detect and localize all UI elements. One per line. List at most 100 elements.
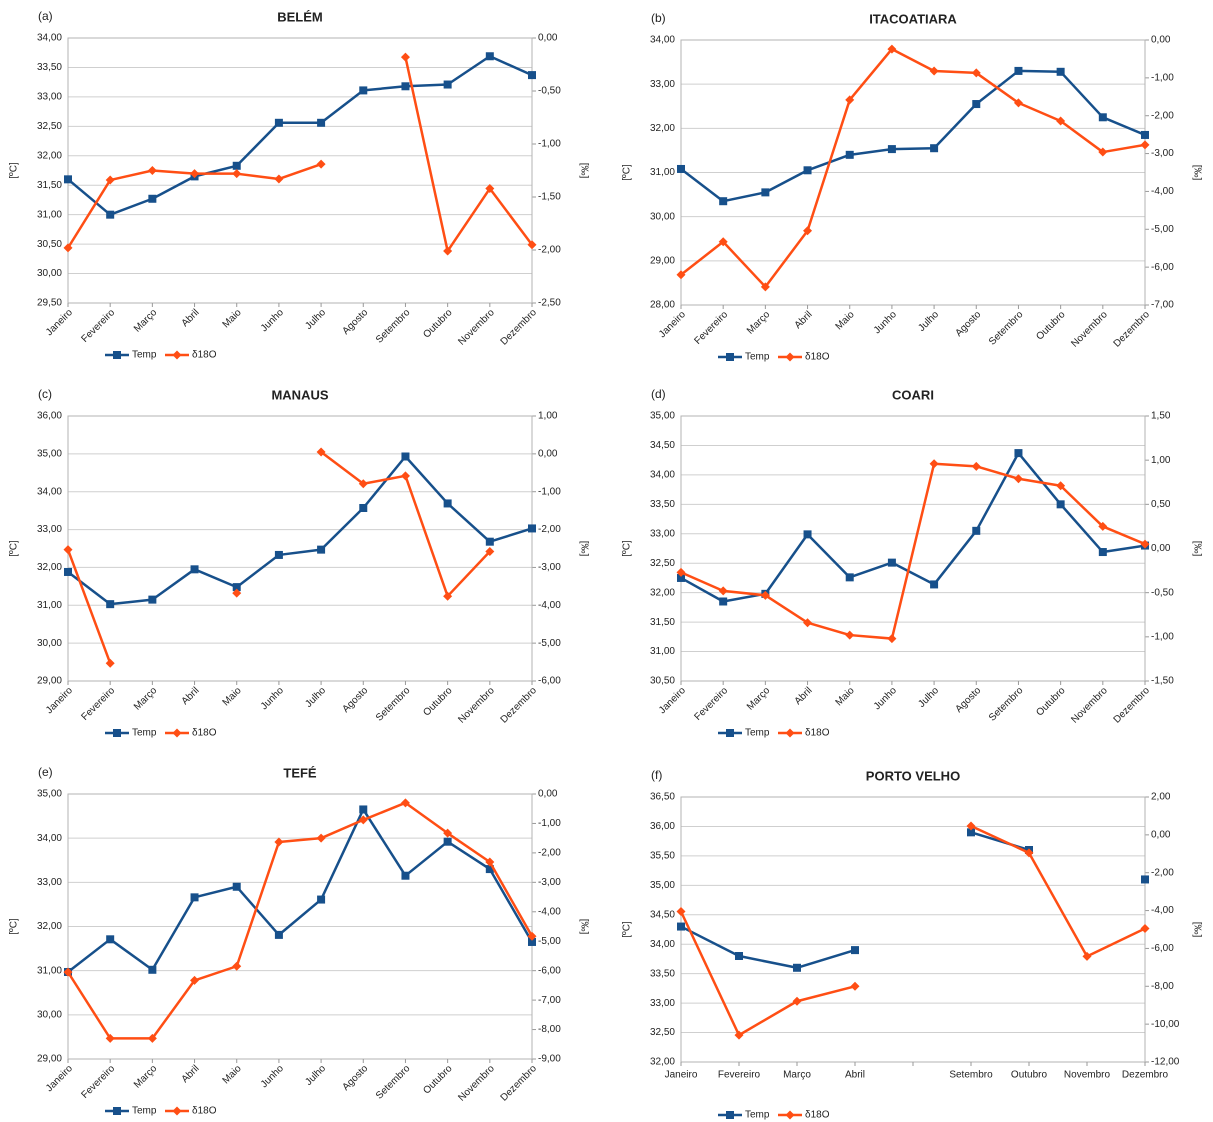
point bbox=[190, 169, 200, 179]
point bbox=[887, 558, 896, 567]
y2-axis-label: [‰] bbox=[1191, 541, 1202, 557]
legend-label: Temp bbox=[132, 728, 157, 739]
point bbox=[443, 591, 453, 601]
chart: 29,00 30,00 31,00 32,00 33,00 34,00 35,00 -9,00… bbox=[9, 765, 590, 1116]
y-tick-label: 33,00 bbox=[650, 528, 675, 539]
x-tick-label: Fevereiro bbox=[693, 685, 731, 723]
y-tick-label: 32,00 bbox=[37, 562, 62, 573]
point bbox=[792, 996, 802, 1006]
x-tick-label: Junho bbox=[259, 1063, 286, 1090]
legend-marker bbox=[726, 353, 734, 361]
point bbox=[972, 526, 981, 535]
x-tick-label: Novembro bbox=[456, 1063, 497, 1104]
y-tick-label: 30,50 bbox=[37, 239, 62, 250]
chart-title: ITACOATIARA bbox=[869, 11, 957, 26]
y-tick-label: 28,00 bbox=[650, 300, 675, 311]
point bbox=[232, 161, 241, 170]
point bbox=[1140, 140, 1150, 150]
point bbox=[485, 52, 494, 61]
panel-label: (d) bbox=[651, 387, 666, 401]
x-tick-label: Abril bbox=[180, 685, 202, 707]
x-tick-label: Dezembro bbox=[499, 685, 540, 726]
x-tick-label: Janeiro bbox=[665, 1070, 698, 1081]
y2-tick-label: -4,00 bbox=[538, 600, 561, 611]
y2-tick-label: -2,00 bbox=[538, 245, 561, 256]
point bbox=[972, 100, 981, 109]
point bbox=[1056, 67, 1065, 76]
y2-tick-label: -3,00 bbox=[1151, 148, 1174, 159]
point bbox=[232, 169, 242, 179]
point bbox=[316, 833, 326, 843]
point bbox=[845, 95, 855, 105]
point bbox=[528, 71, 536, 80]
point bbox=[803, 618, 813, 628]
y2-tick-label: -1,00 bbox=[538, 486, 561, 497]
y-tick-label: 33,00 bbox=[650, 998, 675, 1009]
x-tick-label: Maio bbox=[221, 1063, 244, 1086]
point bbox=[1098, 147, 1108, 157]
y2-tick-label: -7,00 bbox=[538, 995, 561, 1006]
legend-marker bbox=[785, 728, 795, 738]
point bbox=[443, 837, 452, 846]
y2-tick-label: -1,00 bbox=[1151, 72, 1174, 83]
y-tick-label: 34,00 bbox=[650, 470, 675, 481]
x-tick-label: Fevereiro bbox=[80, 1063, 118, 1101]
point bbox=[443, 80, 452, 89]
point bbox=[105, 1033, 115, 1043]
legend-marker bbox=[785, 1110, 795, 1120]
point bbox=[887, 44, 897, 54]
y2-tick-label: -10,00 bbox=[1151, 1019, 1180, 1030]
point bbox=[887, 145, 896, 154]
point bbox=[1141, 875, 1149, 884]
point bbox=[232, 583, 241, 592]
y2-tick-label: -2,00 bbox=[538, 848, 561, 859]
chart-title: PORTO VELHO bbox=[866, 768, 960, 783]
y2-tick-label: -4,00 bbox=[1151, 905, 1174, 916]
point bbox=[719, 597, 728, 606]
point bbox=[106, 600, 115, 609]
point bbox=[735, 952, 743, 960]
point bbox=[528, 524, 536, 533]
x-tick-label: Agosto bbox=[953, 685, 983, 715]
point bbox=[148, 965, 157, 974]
x-tick-label: Setembro bbox=[949, 1070, 993, 1081]
y-tick-label: 32,00 bbox=[650, 587, 675, 598]
x-tick-label: Novembro bbox=[1069, 685, 1110, 726]
y-tick-label: 33,00 bbox=[37, 877, 62, 888]
point bbox=[966, 821, 976, 831]
point bbox=[1013, 474, 1023, 484]
legend-label: Temp bbox=[745, 728, 770, 739]
legend-marker bbox=[172, 728, 182, 738]
y-tick-label: 34,00 bbox=[37, 833, 62, 844]
x-tick-label: Abril bbox=[180, 307, 202, 329]
y2-tick-label: 0,00 bbox=[538, 33, 558, 44]
y-tick-label: 29,00 bbox=[37, 676, 62, 687]
chart: 30,50 31,00 31,50 32,00 32,50 33,00 33,50 34,00… bbox=[622, 387, 1203, 738]
point bbox=[1013, 98, 1023, 108]
point bbox=[803, 166, 812, 175]
y-tick-label: 33,00 bbox=[37, 92, 62, 103]
series-line bbox=[679, 824, 1146, 1037]
y-tick-label: 33,00 bbox=[37, 524, 62, 535]
point bbox=[443, 246, 453, 256]
y-tick-label: 29,50 bbox=[37, 298, 62, 309]
x-tick-label: Dezembro bbox=[499, 307, 540, 348]
y2-tick-label: -1,00 bbox=[1151, 631, 1174, 642]
series-line bbox=[67, 55, 533, 216]
y2-tick-label: -8,00 bbox=[538, 1024, 561, 1035]
x-tick-label: Março bbox=[783, 1070, 811, 1081]
point bbox=[400, 52, 410, 62]
point bbox=[1024, 848, 1034, 858]
y-tick-label: 32,00 bbox=[650, 123, 675, 134]
y-tick-label: 30,00 bbox=[37, 1009, 62, 1020]
y2-tick-label: -1,00 bbox=[538, 818, 561, 829]
point bbox=[274, 550, 283, 559]
point bbox=[718, 237, 728, 247]
point bbox=[358, 479, 368, 489]
point bbox=[401, 871, 410, 880]
point bbox=[845, 150, 854, 159]
x-tick-label: Janeiro bbox=[657, 309, 688, 340]
point bbox=[232, 882, 241, 891]
x-tick-label: Outubro bbox=[421, 685, 455, 719]
